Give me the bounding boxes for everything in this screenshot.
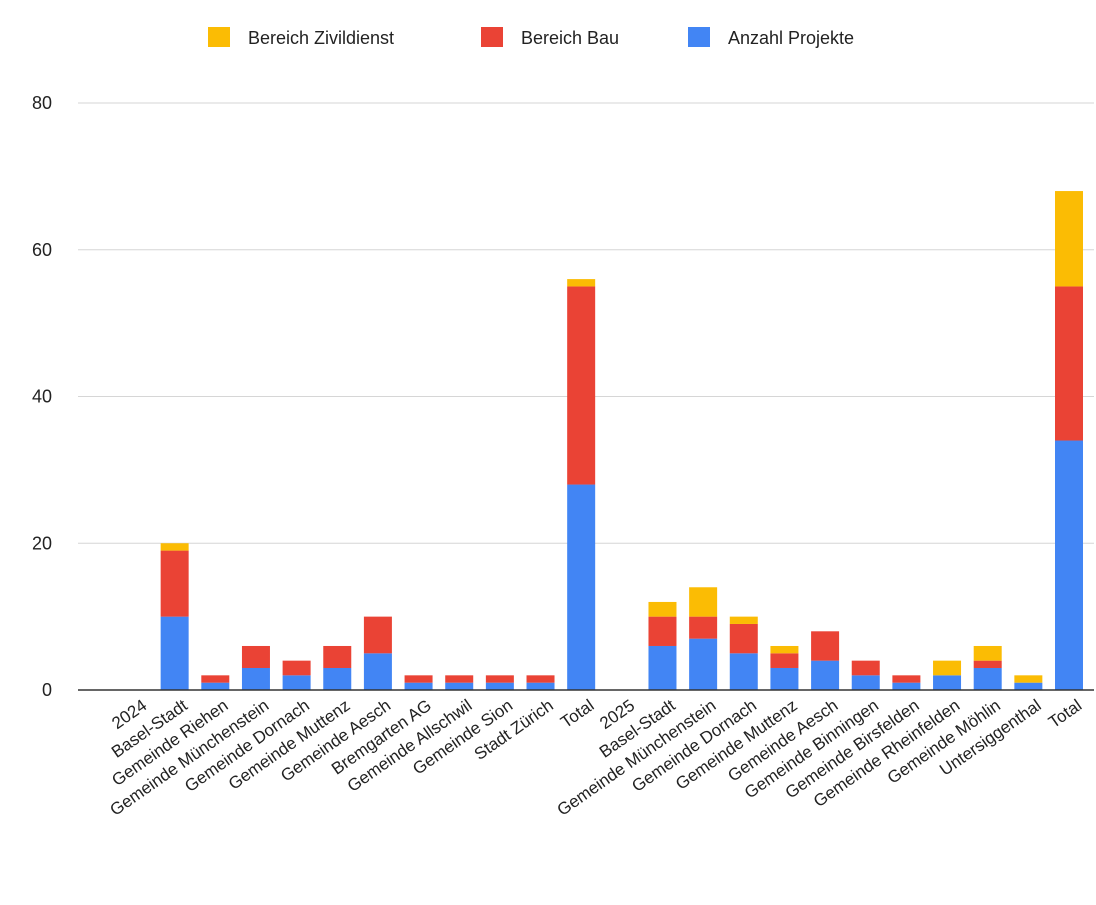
bar-segment-anzahl-projekte bbox=[201, 682, 230, 690]
bar-segment-bereich-zivildienst bbox=[689, 587, 718, 617]
bar-segment-bereich-bau bbox=[526, 675, 555, 683]
bar-segment-bereich-bau bbox=[689, 616, 718, 639]
bar-segment-anzahl-projekte bbox=[241, 667, 270, 690]
bar-segment-anzahl-projekte bbox=[363, 653, 392, 690]
bar-segment-anzahl-projekte bbox=[648, 645, 677, 690]
x-category-label: Total bbox=[1045, 696, 1085, 732]
bar-segment-anzahl-projekte bbox=[160, 616, 189, 691]
bar-segment-bereich-zivildienst bbox=[933, 660, 962, 676]
y-tick-label: 20 bbox=[32, 533, 52, 553]
legend-label: Bereich Bau bbox=[521, 28, 619, 48]
bar-segment-bereich-bau bbox=[445, 675, 474, 683]
bar-segment-anzahl-projekte bbox=[567, 484, 596, 690]
bar-segment-anzahl-projekte bbox=[404, 682, 433, 690]
bar-segment-anzahl-projekte bbox=[851, 675, 880, 690]
bar-segment-bereich-bau bbox=[485, 675, 514, 683]
bar-segment-bereich-bau bbox=[363, 616, 392, 654]
bar-segment-anzahl-projekte bbox=[689, 638, 718, 690]
bar-segment-bereich-zivildienst bbox=[729, 616, 758, 624]
bar-segment-bereich-bau bbox=[160, 550, 189, 617]
bar-segment-bereich-bau bbox=[811, 631, 840, 661]
bar-segment-bereich-bau bbox=[770, 653, 799, 668]
bar-segment-bereich-bau bbox=[241, 645, 270, 668]
y-tick-label: 60 bbox=[32, 240, 52, 260]
bar-segment-bereich-bau bbox=[323, 645, 352, 668]
bar-segment-bereich-zivildienst bbox=[648, 601, 677, 617]
bar-segment-anzahl-projekte bbox=[1055, 440, 1083, 690]
bar-segment-bereich-zivildienst bbox=[770, 645, 799, 654]
bar-segment-bereich-bau bbox=[201, 675, 230, 683]
bar-segment-bereich-bau bbox=[282, 660, 311, 676]
x-category-label: Total bbox=[557, 696, 597, 732]
bar-segment-bereich-bau bbox=[851, 660, 880, 676]
legend-swatch bbox=[688, 27, 710, 47]
legend-swatch bbox=[481, 27, 503, 47]
bar-segment-anzahl-projekte bbox=[323, 667, 352, 690]
y-tick-label: 0 bbox=[42, 680, 52, 700]
bar-segment-bereich-bau bbox=[648, 616, 677, 646]
bar-segment-bereich-bau bbox=[404, 675, 433, 683]
y-tick-label: 40 bbox=[32, 387, 52, 407]
bar-segment-anzahl-projekte bbox=[485, 682, 514, 690]
bars bbox=[160, 191, 1083, 691]
bar-segment-bereich-zivildienst bbox=[1055, 191, 1083, 287]
bar-segment-anzahl-projekte bbox=[892, 682, 921, 690]
bar-segment-bereich-zivildienst bbox=[160, 543, 189, 551]
legend-swatch bbox=[208, 27, 230, 47]
bar-segment-bereich-zivildienst bbox=[973, 645, 1002, 661]
legend: Bereich Zivildienst Bereich Bau Anzahl Pro… bbox=[208, 27, 854, 48]
y-axis-tick-labels: 0 20 40 60 80 bbox=[32, 93, 52, 700]
bar-segment-anzahl-projekte bbox=[811, 660, 840, 690]
bar-segment-bereich-bau bbox=[1055, 286, 1083, 441]
bar-segment-anzahl-projekte bbox=[933, 675, 962, 690]
bar-segment-bereich-zivildienst bbox=[567, 279, 596, 287]
bar-segment-bereich-bau bbox=[567, 286, 596, 485]
bar-segment-anzahl-projekte bbox=[770, 667, 799, 690]
bar-segment-bereich-bau bbox=[729, 623, 758, 654]
bar-segment-anzahl-projekte bbox=[729, 653, 758, 690]
bar-segment-anzahl-projekte bbox=[1014, 682, 1043, 690]
bar-segment-anzahl-projekte bbox=[526, 682, 555, 690]
legend-label: Anzahl Projekte bbox=[728, 28, 854, 48]
bar-segment-bereich-zivildienst bbox=[1014, 675, 1043, 683]
bar-segment-bereich-bau bbox=[973, 660, 1002, 668]
bar-segment-bereich-bau bbox=[892, 675, 921, 683]
legend-label: Bereich Zivildienst bbox=[248, 28, 394, 48]
y-tick-label: 80 bbox=[32, 93, 52, 113]
bar-segment-anzahl-projekte bbox=[973, 667, 1002, 690]
bar-segment-anzahl-projekte bbox=[282, 675, 311, 690]
bar-segment-anzahl-projekte bbox=[445, 682, 474, 690]
